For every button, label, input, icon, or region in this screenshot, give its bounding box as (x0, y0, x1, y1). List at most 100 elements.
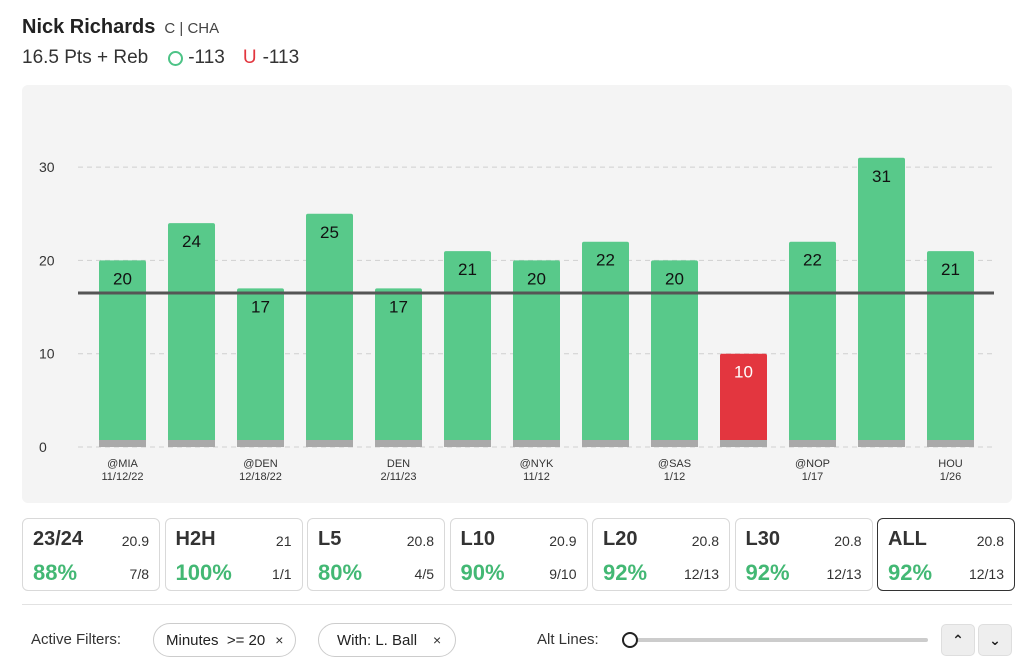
split-card-average: 20.8 (834, 533, 862, 549)
chevron-up-icon: ⌃ (952, 631, 964, 648)
bar (306, 213, 353, 447)
bar-value-label: 31 (872, 167, 891, 186)
alt-lines-slider-thumb[interactable] (622, 632, 638, 648)
close-icon[interactable]: × (433, 632, 442, 648)
x-label-date: 11/12 (523, 471, 550, 483)
bar-base (858, 440, 905, 447)
x-label-date: 11/12/22 (101, 471, 143, 483)
bar (99, 260, 146, 447)
line-up-button[interactable]: ⌃ (941, 624, 975, 656)
split-card-record: 12/13 (968, 566, 1004, 582)
player-name: Nick Richards (22, 16, 156, 38)
bar (582, 241, 629, 447)
split-card-hit-rate: 92% (888, 560, 933, 585)
bar-base (927, 440, 974, 447)
bar-value-label: 24 (182, 232, 201, 251)
split-card-average: 20.8 (406, 533, 434, 549)
split-card-record: 1/1 (272, 566, 292, 582)
split-card-average: 20.8 (976, 533, 1004, 549)
bar-value-label: 21 (458, 260, 477, 279)
alt-lines-slider-track[interactable] (632, 638, 928, 642)
bar-value-label: 21 (941, 260, 960, 279)
split-card-23-24[interactable]: 23/24 20.9 88% 7/8 (22, 518, 160, 591)
bar-base (237, 440, 284, 447)
game-log-chart: 0 10 20 30 20 @MIA 11/12/22 24 17 @DEN 12/18/22 25 1… (22, 85, 1012, 503)
x-label-date: 2/11/23 (381, 471, 417, 483)
bar-base (99, 440, 146, 447)
bar-value-label: 22 (596, 251, 615, 270)
x-label-opponent: @NYK (520, 458, 554, 470)
divider (22, 604, 1012, 605)
split-card-label: L5 (318, 528, 342, 550)
x-label-opponent: @DEN (243, 458, 277, 470)
split-card-average: 21 (275, 533, 292, 549)
close-icon[interactable]: × (275, 632, 284, 648)
y-tick-label: 0 (39, 439, 47, 455)
bar-value-label: 20 (527, 269, 546, 288)
bar (858, 157, 905, 447)
alt-lines-label: Alt Lines: (537, 631, 599, 648)
split-card-hit-rate: 100% (175, 560, 232, 585)
filter-chip-minutes[interactable]: Minutes >= 20 × (153, 623, 297, 657)
line-down-button[interactable]: ⌄ (978, 624, 1012, 656)
bar-base (306, 440, 353, 447)
bar-base (513, 440, 560, 447)
bar-value-label: 10 (734, 363, 753, 382)
split-card-label: H2H (175, 528, 216, 550)
x-label-opponent: @NOP (795, 458, 830, 470)
split-card-average: 20.9 (121, 533, 149, 549)
x-label-opponent: DEN (387, 458, 410, 470)
under-odds: -113 (262, 47, 300, 68)
bar-value-label: 17 (251, 297, 270, 316)
y-tick-label: 30 (39, 159, 55, 175)
x-label-opponent: HOU (938, 458, 963, 470)
split-cards: 23/24 20.9 88% 7/8 H2H 21 100% 1/1 L5 20.8 80% 4/5 L… (22, 518, 1015, 591)
bar-base (720, 440, 767, 447)
split-card-record: 9/10 (549, 566, 577, 582)
bar (720, 353, 767, 447)
split-card-label: L30 (745, 528, 780, 550)
bar-base (651, 440, 698, 447)
split-card-all[interactable]: ALL 20.8 92% 12/13 (877, 518, 1015, 591)
split-card-l5[interactable]: L5 20.8 80% 4/5 (307, 518, 445, 591)
split-card-hit-rate: 92% (603, 560, 648, 585)
player-header: Nick Richards C | CHA 16.5 Pts + Reb -11… (22, 16, 299, 69)
split-card-hit-rate: 88% (33, 560, 78, 585)
filter-chip-text: Minutes >= 20 (166, 631, 266, 649)
split-card-label: ALL (888, 528, 927, 550)
bar-base (582, 440, 629, 447)
bar-base (789, 440, 836, 447)
bar (168, 223, 215, 447)
split-card-label: 23/24 (33, 528, 84, 550)
x-label-date: 1/12 (664, 471, 685, 483)
split-card-hit-rate: 90% (460, 560, 505, 585)
over-odds: -113 (188, 47, 225, 68)
under-icon: U (242, 47, 257, 68)
split-card-record: 12/13 (683, 566, 719, 582)
bar (375, 288, 422, 447)
x-label-opponent: @SAS (658, 458, 691, 470)
player-position-team: C | CHA (164, 20, 220, 37)
active-filters-label: Active Filters: (31, 631, 122, 648)
split-card-record: 7/8 (129, 566, 149, 582)
bar-base (375, 440, 422, 447)
bar-value-label: 20 (113, 269, 132, 288)
split-card-l20[interactable]: L20 20.8 92% 12/13 (592, 518, 730, 591)
bar (444, 251, 491, 447)
split-card-hit-rate: 92% (745, 560, 790, 585)
split-card-l10[interactable]: L10 20.9 90% 9/10 (449, 518, 588, 591)
bar (927, 251, 974, 447)
split-card-h2h[interactable]: H2H 21 100% 1/1 (164, 518, 303, 591)
split-card-l30[interactable]: L30 20.8 92% 12/13 (734, 518, 873, 591)
y-tick-label: 10 (39, 346, 55, 362)
bar (789, 241, 836, 447)
y-tick-label: 20 (39, 252, 55, 268)
split-card-record: 4/5 (414, 566, 434, 582)
filter-chip-with-player[interactable]: With: L. Ball × (318, 623, 457, 657)
split-card-average: 20.8 (691, 533, 719, 549)
split-card-label: L10 (460, 528, 495, 550)
bar (513, 260, 560, 447)
x-label-opponent: @MIA (107, 458, 138, 470)
bar-value-label: 25 (320, 223, 339, 242)
